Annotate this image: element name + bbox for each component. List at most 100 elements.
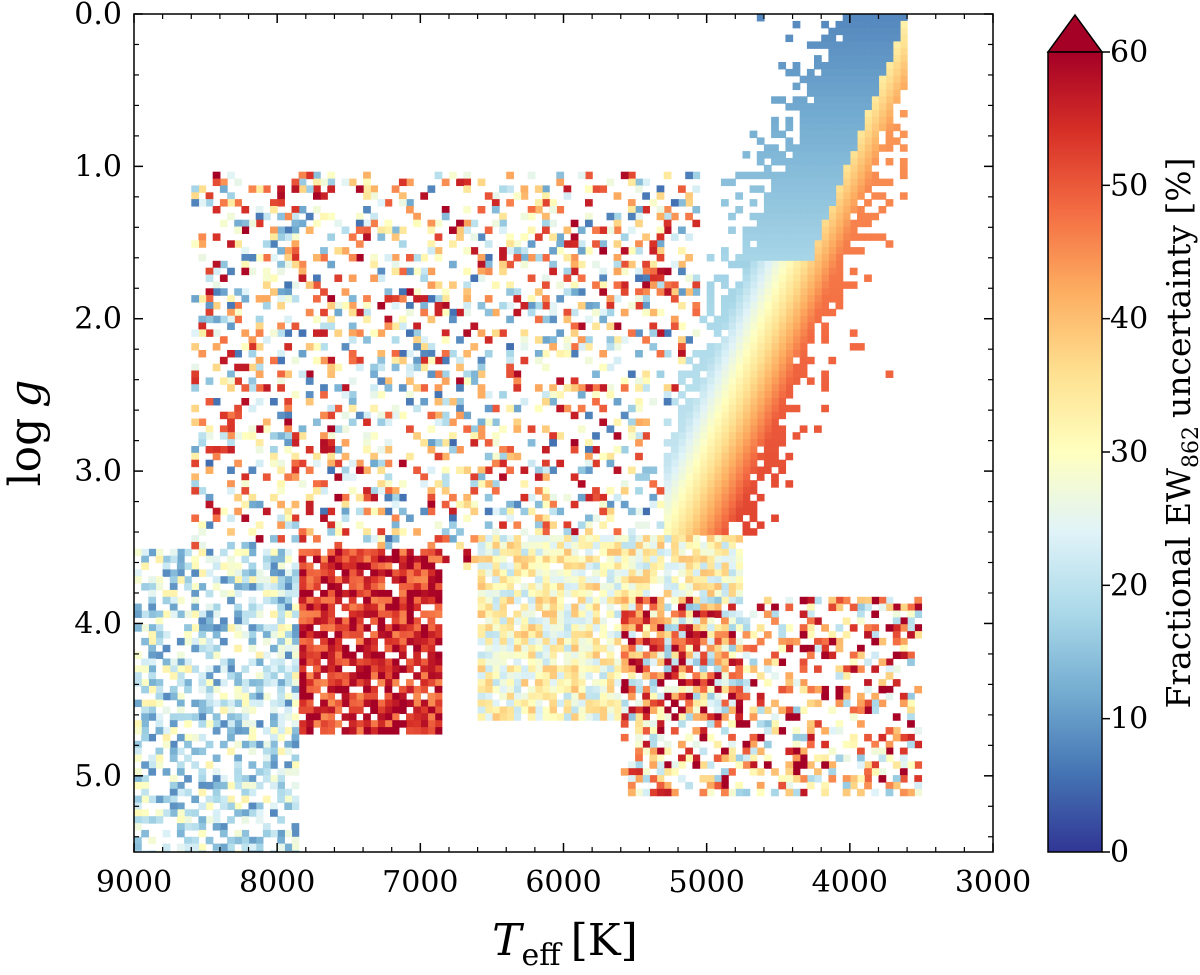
heatmap-cell	[735, 343, 744, 351]
heatmap-cell	[563, 288, 572, 296]
heatmap-cell	[878, 775, 887, 783]
heatmap-cell	[713, 706, 722, 714]
heatmap-cell	[799, 322, 808, 330]
heatmap-cell	[534, 679, 543, 687]
heatmap-cell	[592, 617, 600, 625]
heatmap-cell	[212, 823, 221, 831]
heatmap-cell	[685, 459, 693, 468]
heatmap-cell	[413, 720, 421, 728]
heatmap-cell	[620, 260, 629, 269]
heatmap-cell	[613, 658, 622, 666]
heatmap-cell	[685, 493, 693, 502]
heatmap-cell	[585, 637, 593, 646]
heatmap-cell	[334, 672, 343, 680]
heatmap-cell	[599, 226, 608, 234]
heatmap-cell	[255, 692, 264, 701]
heatmap-cell	[320, 644, 328, 653]
heatmap-cell	[585, 343, 593, 351]
heatmap-cell	[141, 733, 149, 742]
heatmap-cell	[814, 302, 822, 310]
heatmap-cell	[635, 610, 643, 618]
heatmap-cell	[806, 110, 815, 118]
heatmap-cell	[692, 507, 701, 516]
heatmap-cell	[255, 809, 264, 817]
heatmap-cell	[749, 295, 758, 303]
heatmap-cell	[792, 637, 801, 646]
heatmap-cell	[470, 343, 479, 351]
heatmap-cell	[606, 226, 615, 234]
heatmap-cell	[585, 185, 593, 193]
heatmap-cell	[334, 562, 343, 570]
heatmap-cell	[413, 404, 421, 413]
heatmap-cell	[577, 610, 586, 618]
heatmap-cell	[678, 589, 686, 598]
heatmap-cell	[656, 226, 665, 234]
heatmap-cell	[706, 295, 715, 303]
heatmap-cell	[563, 535, 572, 543]
heatmap-cell	[570, 411, 579, 420]
heatmap-cell	[663, 637, 672, 646]
heatmap-cell	[277, 624, 285, 632]
heatmap-cell	[821, 274, 829, 282]
heatmap-cell	[763, 610, 772, 618]
heatmap-cell	[241, 679, 250, 687]
heatmap-cell	[248, 727, 257, 735]
heatmap-cell	[413, 589, 421, 598]
heatmap-cell	[649, 699, 658, 708]
heatmap-cell	[642, 281, 650, 289]
heatmap-cell	[721, 569, 729, 577]
heatmap-cell	[678, 713, 686, 721]
heatmap-cell	[291, 699, 300, 708]
heatmap-cell	[406, 685, 414, 694]
heatmap-cell	[413, 692, 421, 701]
heatmap-cell	[463, 377, 472, 385]
heatmap-cell	[542, 631, 550, 639]
heatmap-cell	[320, 562, 328, 570]
heatmap-cell	[592, 706, 600, 714]
heatmap-cell	[771, 158, 779, 166]
heatmap-cell	[169, 658, 178, 666]
heatmap-cell	[570, 651, 579, 660]
heatmap-cell	[248, 699, 257, 708]
heatmap-cell	[470, 425, 479, 433]
x-tick-label: 8000	[239, 865, 315, 900]
heatmap-cell	[857, 82, 865, 91]
heatmap-cell	[427, 720, 436, 728]
heatmap-cell	[699, 521, 708, 529]
heatmap-cell	[563, 562, 572, 570]
heatmap-cell	[241, 665, 250, 673]
heatmap-cell	[735, 473, 744, 481]
heatmap-cell	[771, 185, 779, 193]
heatmap-cell	[756, 720, 765, 728]
heatmap-cell	[849, 267, 858, 276]
heatmap-cell	[527, 548, 536, 557]
heatmap-cell	[542, 295, 550, 303]
heatmap-cell	[341, 555, 350, 564]
heatmap-cell	[592, 699, 600, 708]
heatmap-cell	[134, 747, 142, 756]
heatmap-cell	[792, 171, 801, 180]
heatmap-cell	[176, 781, 185, 790]
heatmap-cell	[348, 562, 357, 570]
heatmap-cell	[391, 535, 400, 543]
heatmap-cell	[756, 226, 765, 234]
heatmap-cell	[427, 548, 436, 557]
heatmap-cell	[484, 555, 493, 564]
heatmap-cell	[728, 295, 736, 303]
heatmap-cell	[427, 411, 436, 420]
heatmap-cell	[305, 343, 314, 351]
heatmap-cell	[670, 576, 679, 584]
heatmap-cell	[592, 692, 600, 701]
heatmap-cell	[699, 377, 708, 385]
heatmap-cell	[835, 596, 844, 605]
heatmap-cell	[670, 596, 679, 605]
heatmap-cell	[763, 596, 772, 605]
heatmap-cell	[463, 466, 472, 474]
heatmap-cell	[355, 254, 364, 262]
heatmap-cell	[699, 356, 708, 365]
heatmap-cell	[742, 439, 751, 447]
heatmap-cell	[456, 336, 464, 344]
heatmap-cell	[477, 562, 486, 570]
heatmap-cell	[549, 631, 557, 639]
heatmap-cell	[219, 829, 228, 838]
